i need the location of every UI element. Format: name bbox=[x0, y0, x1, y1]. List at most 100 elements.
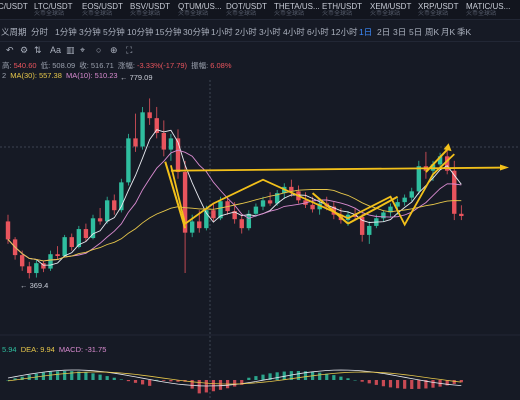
macd-bar bbox=[367, 380, 371, 384]
ticker-item[interactable]: EOS/USDT 火币全球站 bbox=[82, 2, 123, 18]
settings-icon[interactable]: ⚙ bbox=[20, 45, 29, 55]
candle-body bbox=[274, 193, 280, 204]
candle-body bbox=[55, 254, 60, 256]
interval-bar: 义周期 分时 1分钟 3分钟 5分钟 10分钟 15分钟 30分钟 1小时 2小时 3小时 4小时 6小… bbox=[0, 20, 520, 42]
ticker-item[interactable]: THETA/US... 火币全球站 bbox=[274, 2, 320, 18]
dea-line bbox=[7, 371, 462, 385]
candle-body bbox=[182, 172, 188, 233]
ticker-exchange: 火币全球站 bbox=[34, 11, 65, 17]
ticker-item[interactable]: C/USDT bbox=[0, 2, 28, 11]
candle-body bbox=[381, 212, 386, 219]
interval-tab[interactable]: 12小时 bbox=[331, 27, 358, 37]
interval-tab[interactable]: 4小时 bbox=[283, 27, 305, 37]
interval-tab[interactable]: 15分钟 bbox=[155, 27, 182, 37]
candle-body bbox=[189, 221, 195, 233]
interval-tab[interactable]: 周K bbox=[425, 27, 440, 37]
macd-bar bbox=[353, 379, 357, 381]
cursor-icon[interactable]: ⌖ bbox=[80, 45, 86, 55]
candle-body bbox=[253, 206, 259, 214]
ticker-item[interactable]: QTUM/US... 火币全球站 bbox=[178, 2, 222, 18]
macd-bar bbox=[381, 380, 386, 387]
ticker-item[interactable]: DOT/USDT 火币全球站 bbox=[226, 2, 267, 18]
ticker-symbol: LTC/USDT bbox=[34, 2, 73, 11]
ticker-symbol: MATIC/US... bbox=[466, 2, 511, 11]
candle-body bbox=[218, 201, 223, 219]
candle-body bbox=[359, 216, 365, 235]
candle-body bbox=[27, 266, 32, 274]
candle-body bbox=[444, 156, 450, 171]
interval-tab[interactable]: 3日 bbox=[393, 27, 407, 37]
ticker-item[interactable]: ETH/USDT 火币全球站 bbox=[322, 2, 362, 18]
font-icon[interactable]: Aa bbox=[50, 45, 62, 55]
interval-tab[interactable]: 1日 bbox=[359, 27, 373, 37]
macd-bar bbox=[84, 372, 88, 380]
candle-body bbox=[5, 221, 11, 240]
fullscreen-icon[interactable]: ⛶ bbox=[126, 45, 133, 55]
macd-bar bbox=[70, 371, 74, 380]
candle-body bbox=[395, 202, 400, 207]
interval-tab[interactable]: 1分钟 bbox=[55, 27, 77, 37]
ticker-item[interactable]: BSV/USDT 火币全球站 bbox=[130, 2, 170, 18]
interval-tab[interactable]: 10分钟 bbox=[127, 27, 154, 37]
zoom-icon[interactable]: ⊕ bbox=[110, 45, 118, 55]
candle-body bbox=[112, 200, 117, 211]
ticker-symbol: C/USDT bbox=[0, 2, 28, 11]
undo-icon[interactable]: ↶ bbox=[6, 45, 14, 55]
pattern-leg bbox=[311, 192, 349, 225]
ticker-item[interactable]: XRP/USDT 火币全球站 bbox=[418, 2, 458, 18]
interval-tab[interactable]: 5日 bbox=[409, 27, 423, 37]
macd-bar bbox=[20, 376, 24, 380]
interval-tab[interactable]: 分时 bbox=[31, 27, 49, 37]
ticker-symbol: DOT/USDT bbox=[226, 2, 267, 11]
macd-bar bbox=[303, 371, 308, 380]
layout-icon[interactable]: ▥ bbox=[66, 45, 75, 55]
candle-body bbox=[388, 206, 393, 213]
candle-body bbox=[168, 138, 174, 150]
interval-tab[interactable]: 6小时 bbox=[307, 27, 329, 37]
candle-body bbox=[260, 200, 266, 207]
interval-tab[interactable]: 义周期 bbox=[1, 27, 27, 37]
macd-bar bbox=[325, 373, 329, 380]
ticker-item[interactable]: XEM/USDT 火币全球站 bbox=[370, 2, 411, 18]
interval-tab[interactable]: 2日 bbox=[377, 27, 391, 37]
high-price-label: ← 779.09 bbox=[120, 73, 153, 82]
pattern-trendline bbox=[170, 153, 455, 227]
candle-body bbox=[246, 213, 252, 229]
circle-icon[interactable]: ○ bbox=[96, 45, 102, 55]
candle-body bbox=[147, 112, 152, 119]
candle-body bbox=[459, 213, 464, 217]
candle-body bbox=[69, 237, 74, 248]
interval-tab[interactable]: 季K bbox=[457, 27, 472, 37]
interval-tab[interactable]: 3分钟 bbox=[79, 27, 101, 37]
macd-bar bbox=[388, 380, 393, 388]
ticker-item[interactable]: MATIC/US... 火币全球站 bbox=[466, 2, 510, 18]
macd-bar bbox=[424, 380, 428, 389]
candle-body bbox=[133, 138, 138, 147]
macd-bar bbox=[254, 376, 258, 380]
interval-tab[interactable]: 5分钟 bbox=[103, 27, 125, 37]
ticker-symbol: THETA/US... bbox=[274, 2, 320, 11]
interval-tab[interactable]: 2小时 bbox=[235, 27, 257, 37]
ticker-exchange: 火币全球站 bbox=[130, 11, 161, 17]
macd-bar bbox=[98, 374, 102, 380]
candle-body bbox=[48, 254, 53, 269]
macd-bar bbox=[261, 374, 265, 380]
macd-bar bbox=[133, 380, 138, 383]
interval-tab[interactable]: 月K bbox=[441, 27, 456, 37]
macd-bar bbox=[339, 376, 343, 380]
interval-tab[interactable]: 3小时 bbox=[259, 27, 281, 37]
candle-body bbox=[41, 263, 46, 269]
candle-body bbox=[367, 225, 372, 235]
ticker-symbol: XRP/USDT bbox=[418, 2, 459, 11]
interval-tab[interactable]: 30分钟 bbox=[183, 27, 210, 37]
macd-bar bbox=[410, 380, 414, 389]
interval-tab[interactable]: 1小时 bbox=[211, 27, 233, 37]
macd-bar bbox=[105, 376, 109, 380]
ma-readout: 2 MA(30): 557.38 MA(10): 510.23 bbox=[2, 71, 118, 80]
ticker-item[interactable]: LTC/USDT 火币全球站 bbox=[34, 2, 73, 18]
ticker-exchange: 火币全球站 bbox=[370, 11, 401, 17]
macd-bar bbox=[63, 371, 67, 380]
compare-icon[interactable]: ⇅ bbox=[34, 45, 42, 55]
candle-body bbox=[211, 210, 216, 219]
